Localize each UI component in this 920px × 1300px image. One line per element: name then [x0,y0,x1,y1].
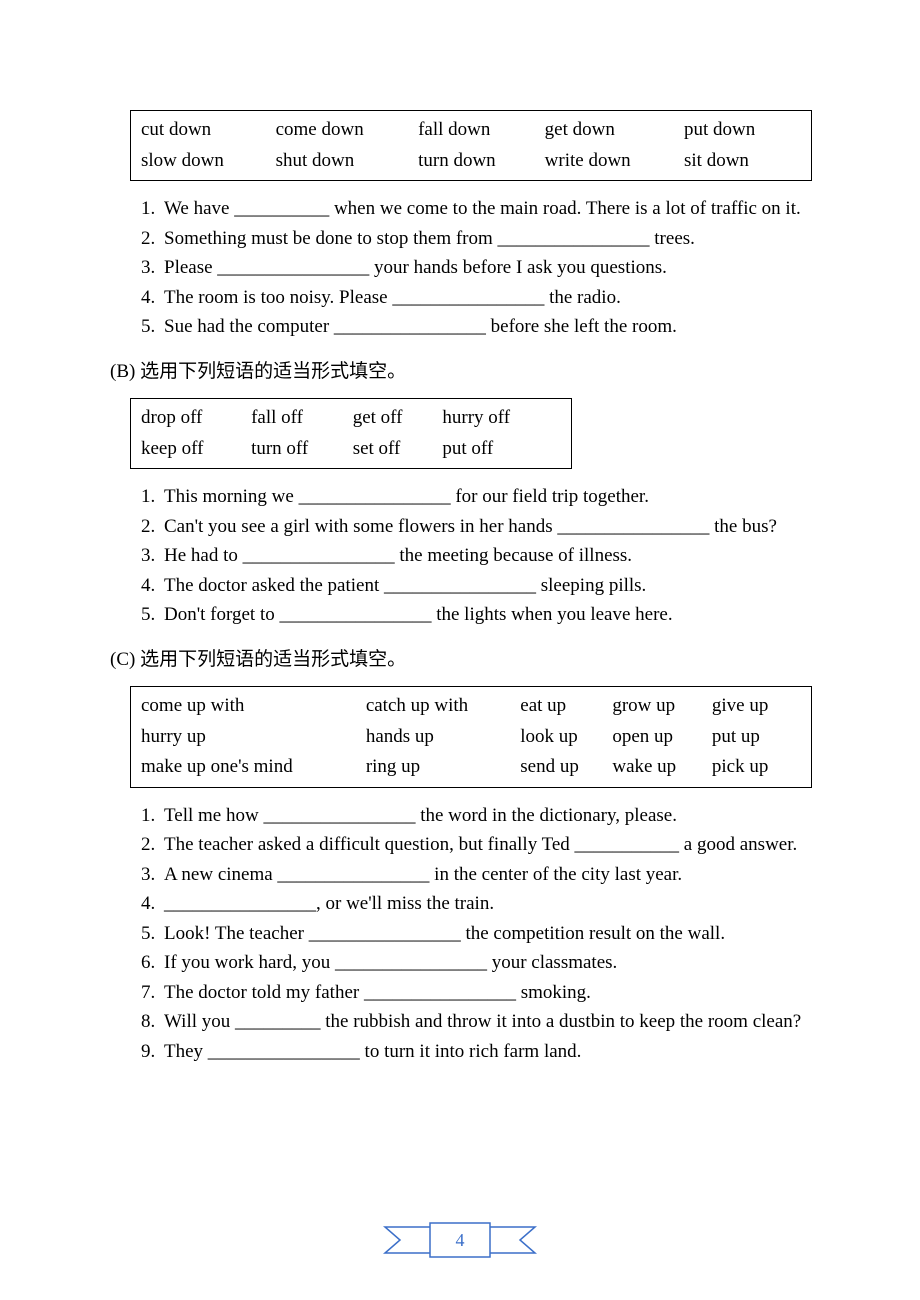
phrase-cell: sit down [684,146,801,177]
phrase-cell: look up [520,722,612,753]
table-row: keep off turn off set off put off [141,434,561,465]
table-row: drop off fall off get off hurry off [141,403,561,434]
phrase-cell: send up [520,752,612,783]
list-item: The room is too noisy. Please __________… [160,284,810,313]
question-list-c: Tell me how ________________ the word in… [110,802,810,1067]
phrase-cell: turn down [418,146,545,177]
table-row: hurry up hands up look up open up put up [141,722,801,753]
list-item: The doctor asked the patient ___________… [160,572,810,601]
phrase-cell: grow up [612,691,712,722]
list-item: We have __________ when we come to the m… [160,195,810,224]
phrase-cell: come up with [141,691,366,722]
list-item: The teacher asked a difficult question, … [160,831,810,860]
list-item: Sue had the computer ________________ be… [160,313,810,342]
section-c-label: (C) 选用下列短语的适当形式填空。 [110,646,810,675]
phrase-cell: fall off [251,403,353,434]
phrase-cell: put up [712,722,801,753]
table-row: slow down shut down turn down write down… [141,146,801,177]
table-row: come up with catch up with eat up grow u… [141,691,801,722]
phrase-cell: make up one's mind [141,752,366,783]
list-item: Tell me how ________________ the word in… [160,802,810,831]
phrase-cell: drop off [141,403,251,434]
phrase-cell: keep off [141,434,251,465]
phrase-cell: get down [545,115,684,146]
phrase-cell: open up [612,722,712,753]
phrase-cell: come down [276,115,419,146]
list-item: Please ________________ your hands befor… [160,254,810,283]
phrase-cell: put down [684,115,801,146]
phrase-cell: wake up [612,752,712,783]
phrase-cell: write down [545,146,684,177]
word-table-a: cut down come down fall down get down pu… [141,115,801,176]
phrase-cell: hands up [366,722,520,753]
phrase-cell: put off [442,434,561,465]
phrase-cell: hurry off [442,403,561,434]
phrase-cell: shut down [276,146,419,177]
list-item: This morning we ________________ for our… [160,483,810,512]
list-item: He had to ________________ the meeting b… [160,542,810,571]
question-list-b: This morning we ________________ for our… [110,483,810,630]
list-item: Will you _________ the rubbish and throw… [160,1008,810,1037]
list-item: A new cinema ________________ in the cen… [160,861,810,890]
phrase-cell: eat up [520,691,612,722]
list-item: Don't forget to ________________ the lig… [160,601,810,630]
list-item: Look! The teacher ________________ the c… [160,920,810,949]
phrase-cell: hurry up [141,722,366,753]
list-item: The doctor told my father ______________… [160,979,810,1008]
question-list-a: We have __________ when we come to the m… [110,195,810,342]
list-item: Something must be done to stop them from… [160,225,810,254]
phrase-cell: slow down [141,146,276,177]
page-number-banner: 4 [365,1219,555,1271]
table-row: cut down come down fall down get down pu… [141,115,801,146]
list-item: They ________________ to turn it into ri… [160,1038,810,1067]
word-box-c: come up with catch up with eat up grow u… [130,686,812,788]
phrase-cell: ring up [366,752,520,783]
list-item: Can't you see a girl with some flowers i… [160,513,810,542]
worksheet-page: cut down come down fall down get down pu… [0,0,920,1300]
word-box-b: drop off fall off get off hurry off keep… [130,398,572,469]
list-item: ________________, or we'll miss the trai… [160,890,810,919]
phrase-cell: fall down [418,115,545,146]
phrase-cell: give up [712,691,801,722]
word-table-c: come up with catch up with eat up grow u… [141,691,801,783]
list-item: If you work hard, you ________________ y… [160,949,810,978]
page-number-text: 4 [456,1230,465,1250]
phrase-cell: pick up [712,752,801,783]
banner-icon: 4 [365,1219,555,1261]
word-table-b: drop off fall off get off hurry off keep… [141,403,561,464]
phrase-cell: turn off [251,434,353,465]
phrase-cell: cut down [141,115,276,146]
table-row: make up one's mind ring up send up wake … [141,752,801,783]
word-box-a: cut down come down fall down get down pu… [130,110,812,181]
phrase-cell: get off [353,403,443,434]
phrase-cell: catch up with [366,691,520,722]
section-b-label: (B) 选用下列短语的适当形式填空。 [110,358,810,387]
phrase-cell: set off [353,434,443,465]
